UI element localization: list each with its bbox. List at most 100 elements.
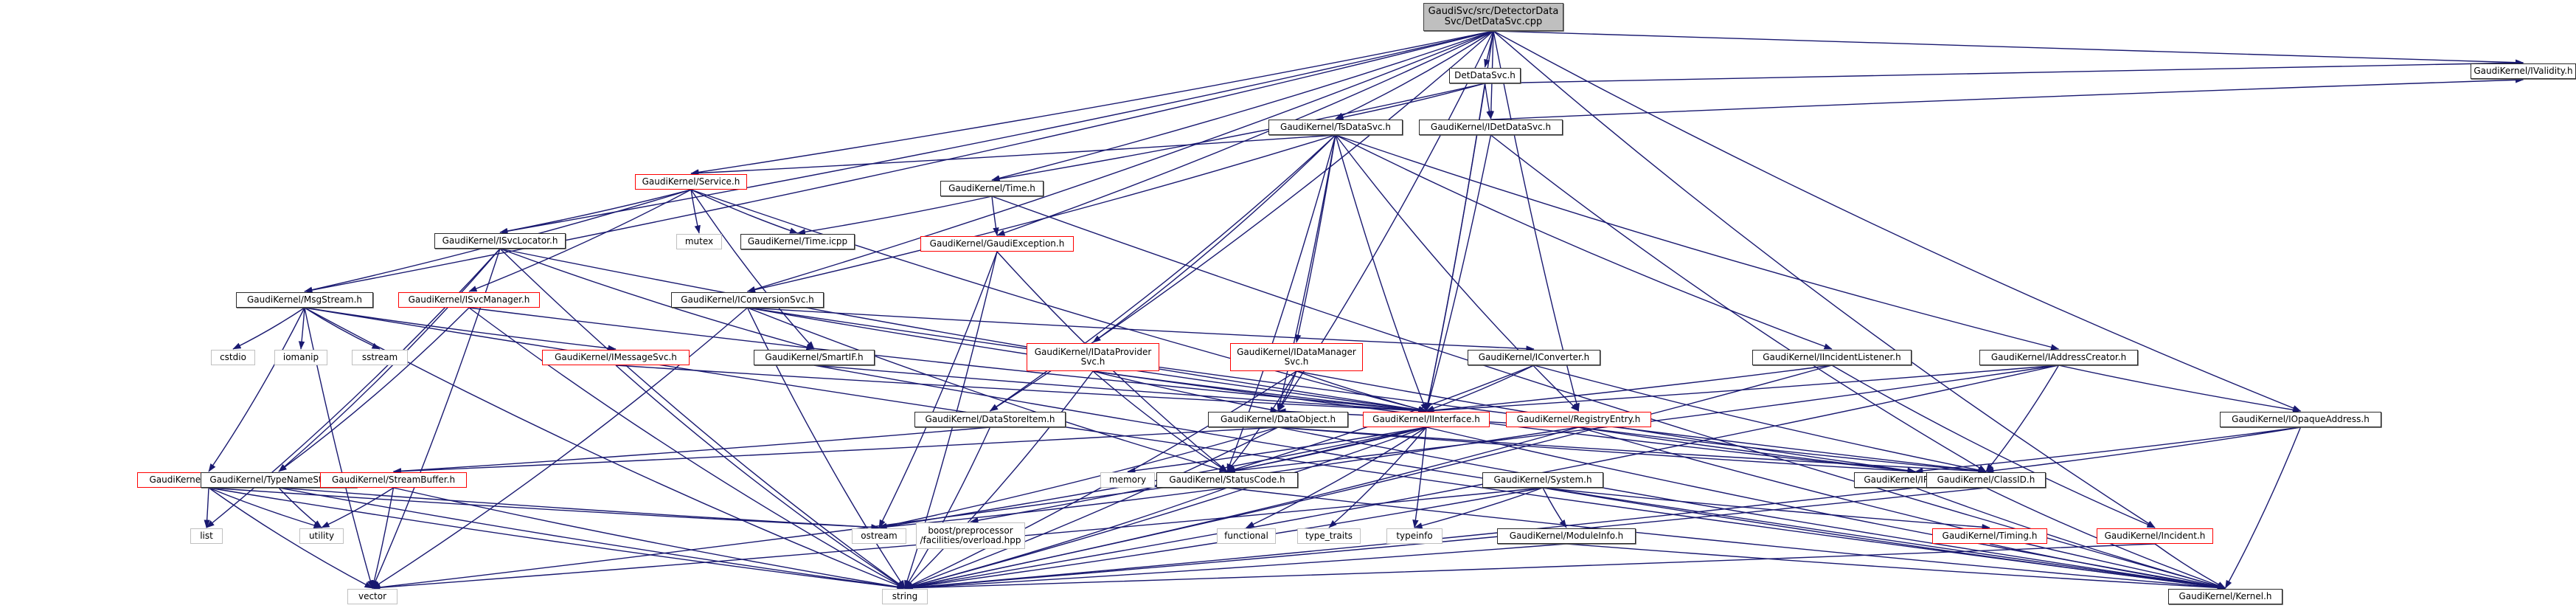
edge-detdatasvch-to-timeh [991, 83, 1485, 182]
edge-imessagesvc-to-string [615, 365, 906, 589]
graph-node-datastoreitem[interactable]: GaudiKernel/DataStoreItem.h [914, 412, 1066, 427]
edge-msgstream-to-serializestl [208, 307, 305, 472]
graph-node-iopaqueaddress[interactable]: GaudiKernel/IOpaqueAddress.h [2220, 412, 2381, 427]
edge-iincidentlistener-to-string [904, 365, 1833, 590]
graph-node-detdatasvch[interactable]: DetDataSvc.h [1449, 68, 1521, 83]
edge-iinterface-to-typeinfo [1412, 427, 1427, 528]
graph-node-timingh[interactable]: GaudiKernel/Timing.h [1932, 528, 2047, 544]
graph-node-type_traits[interactable]: type_traits [1297, 528, 1361, 544]
edge-root-to-msgstream [304, 30, 1494, 294]
edge-streambuffer-to-utility [321, 487, 394, 528]
graph-node-iconversionsvc[interactable]: GaudiKernel/IConversionSvc.h [671, 292, 824, 308]
edge-iinterface-to-statuscode [1226, 427, 1427, 474]
edge-msgstream-to-sstream [304, 307, 381, 350]
graph-node-smartif[interactable]: GaudiKernel/SmartIF.h [754, 350, 875, 365]
edge-isvcmanager-to-typenamestring [278, 307, 470, 472]
edge-timeh-to-gaudiexception [991, 196, 999, 236]
graph-node-cstdio[interactable]: cstdio [211, 350, 255, 365]
graph-node-memory[interactable]: memory [1100, 472, 1155, 488]
edge-tsdatasvc-to-idataprovider [1092, 134, 1336, 343]
edge-iopaqueaddress-to-kernelh [2224, 427, 2302, 589]
edge-systemh-to-moduleinfo [1542, 487, 1567, 528]
edge-tsdatasvc-to-iincidentlistener [1335, 134, 1833, 350]
edge-isvclocator-to-iinterface [499, 248, 1427, 413]
graph-node-root: GaudiSvc/src/DetectorData Svc/DetDataSvc… [1423, 3, 1563, 31]
graph-node-streambuffer[interactable]: GaudiKernel/StreamBuffer.h [320, 472, 467, 488]
graph-node-msgstream[interactable]: GaudiKernel/MsgStream.h [236, 292, 373, 308]
edge-idatamanager-to-dataobject [1277, 370, 1297, 412]
graph-node-incidenth[interactable]: GaudiKernel/Incident.h [2097, 528, 2213, 544]
graph-node-dataobject[interactable]: GaudiKernel/DataObject.h [1208, 412, 1348, 427]
edge-dataobject-to-iregistry [1277, 427, 1916, 474]
graph-node-boostoverload[interactable]: boost/preprocessor /facilities/overload.… [916, 522, 1025, 549]
graph-node-utility[interactable]: utility [299, 528, 344, 544]
edge-idataprovider-to-iinterface [1092, 370, 1427, 414]
edge-tsdatasvc-to-iconversionsvc [746, 134, 1336, 293]
edge-tsdatasvc-to-registryentry [1335, 134, 1580, 412]
edge-iaddresscreator-to-iopaqueaddress [2058, 365, 2302, 413]
edge-timeh-to-timeicpp [796, 196, 993, 235]
edge-smartif-to-iinterface [813, 365, 1427, 414]
edge-imessagesvc-to-iinterface [615, 365, 1427, 414]
graph-node-tsdatasvc[interactable]: GaudiKernel/TsDataSvc.h [1268, 120, 1403, 135]
graph-node-iaddresscreator[interactable]: GaudiKernel/IAddressCreator.h [1979, 350, 2138, 365]
graph-node-ostream[interactable]: ostream [852, 528, 906, 544]
graph-node-mutex[interactable]: mutex [676, 234, 722, 249]
edge-msgstream-to-iomanip [298, 307, 305, 350]
edge-dataobject-to-string [904, 427, 1279, 589]
edge-root-to-timeh [991, 30, 1494, 182]
graph-node-isvcmanager[interactable]: GaudiKernel/ISvcManager.h [398, 292, 540, 308]
graph-node-imessagesvc[interactable]: GaudiKernel/IMessageSvc.h [542, 350, 690, 365]
edge-detdatasvch-to-idetdatasvc [1484, 83, 1493, 120]
edge-iaddresscreator-to-iinterface [1426, 365, 2059, 414]
edge-moduleinfo-to-kernelh [1566, 543, 2226, 591]
graph-node-ivalidity[interactable]: GaudiKernel/IValidity.h [2471, 63, 2576, 79]
edge-registryentry-to-string [904, 427, 1579, 590]
graph-node-service[interactable]: GaudiKernel/Service.h [635, 174, 747, 190]
edge-registryentry-to-iregistry [1578, 427, 1916, 474]
graph-node-iconverter[interactable]: GaudiKernel/IConverter.h [1468, 350, 1600, 365]
edge-registryentry-to-vector [372, 427, 1579, 590]
graph-node-vector[interactable]: vector [347, 589, 397, 604]
edge-serializestl-to-ostream [208, 487, 880, 531]
graph-node-moduleinfo[interactable]: GaudiKernel/ModuleInfo.h [1497, 528, 1636, 544]
graph-node-sstream[interactable]: sstream [352, 350, 408, 365]
graph-node-statuscode[interactable]: GaudiKernel/StatusCode.h [1156, 472, 1298, 488]
edge-registryentry-to-classid [1578, 427, 1987, 474]
graph-node-kernelh[interactable]: GaudiKernel/Kernel.h [2168, 589, 2282, 604]
graph-node-iomanip[interactable]: iomanip [274, 350, 327, 365]
graph-node-timeh[interactable]: GaudiKernel/Time.h [940, 181, 1044, 196]
edge-detdatasvch-to-tsdatasvc [1335, 83, 1485, 121]
edge-datastoreitem-to-string [904, 427, 991, 589]
graph-node-list[interactable]: list [190, 528, 223, 544]
edge-moduleinfo-to-string [904, 543, 1567, 591]
graph-node-classid[interactable]: GaudiKernel/ClassID.h [1926, 472, 2046, 488]
graph-node-idatamanager[interactable]: GaudiKernel/IDataManager Svc.h [1230, 343, 1363, 371]
edge-service-to-timeicpp [690, 189, 799, 234]
graph-node-idataprovider[interactable]: GaudiKernel/IDataProvider Svc.h [1027, 343, 1159, 371]
edge-streambuffer-to-vector [371, 487, 395, 589]
graph-node-isvclocator[interactable]: GaudiKernel/ISvcLocator.h [434, 233, 566, 249]
edge-incidenth-to-kernelh [2154, 543, 2226, 589]
edge-iconversionsvc-to-classid [747, 307, 1987, 474]
edge-iinterface-to-string [904, 427, 1427, 590]
graph-node-systemh[interactable]: GaudiKernel/System.h [1482, 472, 1603, 488]
edge-registryentry-to-kernelh [1578, 427, 2226, 590]
edge-timingh-to-kernelh [1989, 543, 2226, 590]
edge-statuscode-to-ostream [878, 487, 1228, 531]
graph-node-string[interactable]: string [882, 589, 928, 604]
edge-iinterface-to-kernelh [1426, 427, 2226, 590]
edge-statuscode-to-kernelh [1226, 487, 2226, 591]
edge-root-to-incidenth [1493, 30, 2156, 528]
graph-node-timeicpp[interactable]: GaudiKernel/Time.icpp [740, 234, 855, 249]
graph-node-functional[interactable]: functional [1217, 528, 1276, 544]
graph-node-idetdatasvc[interactable]: GaudiKernel/IDetDataSvc.h [1419, 120, 1563, 135]
edge-idataprovider-to-string [904, 370, 1094, 589]
graph-node-iinterface[interactable]: GaudiKernel/IInterface.h [1363, 412, 1490, 427]
graph-node-typeinfo[interactable]: typeinfo [1386, 528, 1443, 544]
graph-node-registryentry[interactable]: GaudiKernel/RegistryEntry.h [1506, 412, 1651, 427]
edge-iincidentlistener-to-incidenth [1831, 365, 2156, 528]
graph-node-iincidentlistener[interactable]: GaudiKernel/IIncidentListener.h [1752, 350, 1912, 365]
graph-node-gaudiexception[interactable]: GaudiKernel/GaudiException.h [920, 236, 1074, 252]
